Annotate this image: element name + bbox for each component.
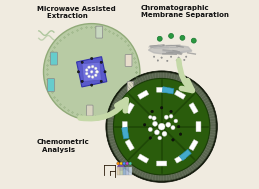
Circle shape: [169, 33, 174, 38]
FancyBboxPatch shape: [179, 149, 191, 160]
Circle shape: [113, 78, 210, 175]
Text: Microwave Assisted
    Extraction: Microwave Assisted Extraction: [37, 6, 116, 19]
Circle shape: [117, 162, 120, 165]
Bar: [123, 167, 126, 175]
Circle shape: [44, 24, 140, 120]
FancyBboxPatch shape: [87, 105, 93, 116]
Circle shape: [178, 57, 179, 58]
Circle shape: [104, 71, 106, 73]
Circle shape: [85, 72, 88, 75]
Circle shape: [129, 162, 132, 165]
Circle shape: [169, 114, 173, 118]
Circle shape: [107, 72, 216, 181]
Circle shape: [160, 106, 163, 109]
Circle shape: [179, 133, 182, 136]
Circle shape: [90, 70, 93, 73]
FancyBboxPatch shape: [96, 26, 103, 38]
Circle shape: [91, 57, 93, 60]
Circle shape: [154, 130, 159, 135]
Circle shape: [95, 74, 97, 77]
Bar: [129, 167, 132, 175]
Circle shape: [166, 122, 171, 127]
Circle shape: [148, 127, 152, 132]
Circle shape: [91, 76, 94, 78]
Circle shape: [91, 65, 94, 68]
FancyBboxPatch shape: [175, 90, 186, 99]
FancyBboxPatch shape: [196, 122, 201, 132]
Circle shape: [88, 66, 90, 69]
Circle shape: [120, 162, 123, 165]
FancyBboxPatch shape: [82, 62, 102, 81]
Circle shape: [180, 35, 185, 40]
Circle shape: [184, 59, 185, 61]
Circle shape: [123, 162, 126, 165]
Bar: [126, 167, 129, 175]
Circle shape: [126, 162, 129, 165]
Bar: [120, 167, 123, 175]
Circle shape: [172, 139, 174, 141]
Circle shape: [149, 115, 152, 119]
Circle shape: [174, 119, 178, 123]
FancyBboxPatch shape: [189, 103, 198, 114]
Circle shape: [170, 110, 172, 113]
FancyBboxPatch shape: [125, 54, 132, 67]
Circle shape: [171, 125, 175, 130]
Circle shape: [100, 80, 102, 82]
Circle shape: [152, 116, 156, 120]
Circle shape: [157, 60, 159, 61]
Polygon shape: [148, 45, 192, 54]
FancyBboxPatch shape: [138, 90, 149, 99]
Circle shape: [158, 123, 165, 130]
FancyBboxPatch shape: [125, 139, 134, 151]
Circle shape: [185, 56, 187, 57]
FancyBboxPatch shape: [156, 161, 167, 166]
Circle shape: [96, 70, 98, 73]
Circle shape: [149, 137, 152, 139]
Circle shape: [158, 136, 162, 140]
Circle shape: [91, 84, 93, 86]
Circle shape: [100, 61, 102, 64]
Circle shape: [153, 121, 157, 126]
Circle shape: [77, 71, 80, 73]
Circle shape: [118, 164, 124, 171]
Circle shape: [151, 110, 154, 113]
Circle shape: [167, 60, 168, 62]
Circle shape: [143, 123, 146, 126]
Circle shape: [88, 75, 90, 78]
FancyBboxPatch shape: [77, 57, 107, 87]
Circle shape: [96, 70, 98, 73]
Circle shape: [177, 125, 180, 128]
Circle shape: [95, 67, 97, 70]
Bar: [117, 167, 120, 175]
FancyBboxPatch shape: [127, 81, 134, 92]
Circle shape: [81, 80, 83, 82]
FancyBboxPatch shape: [138, 154, 149, 163]
FancyBboxPatch shape: [162, 87, 174, 94]
FancyBboxPatch shape: [156, 87, 167, 92]
Circle shape: [170, 56, 172, 57]
FancyBboxPatch shape: [122, 127, 129, 139]
Circle shape: [153, 56, 155, 57]
Circle shape: [106, 71, 217, 182]
Circle shape: [191, 38, 196, 43]
Circle shape: [164, 115, 168, 119]
FancyBboxPatch shape: [125, 103, 134, 114]
Circle shape: [176, 60, 177, 61]
FancyBboxPatch shape: [189, 139, 198, 151]
Text: Chromatographic
Membrane Separation: Chromatographic Membrane Separation: [141, 5, 229, 19]
Circle shape: [81, 61, 83, 64]
Circle shape: [161, 57, 162, 58]
FancyBboxPatch shape: [122, 122, 127, 132]
Circle shape: [162, 131, 167, 136]
FancyBboxPatch shape: [50, 52, 57, 65]
Circle shape: [157, 36, 162, 41]
FancyBboxPatch shape: [175, 154, 186, 163]
Circle shape: [85, 69, 88, 71]
FancyBboxPatch shape: [47, 79, 55, 91]
Text: Chemometric
  Analysis: Chemometric Analysis: [37, 139, 90, 153]
